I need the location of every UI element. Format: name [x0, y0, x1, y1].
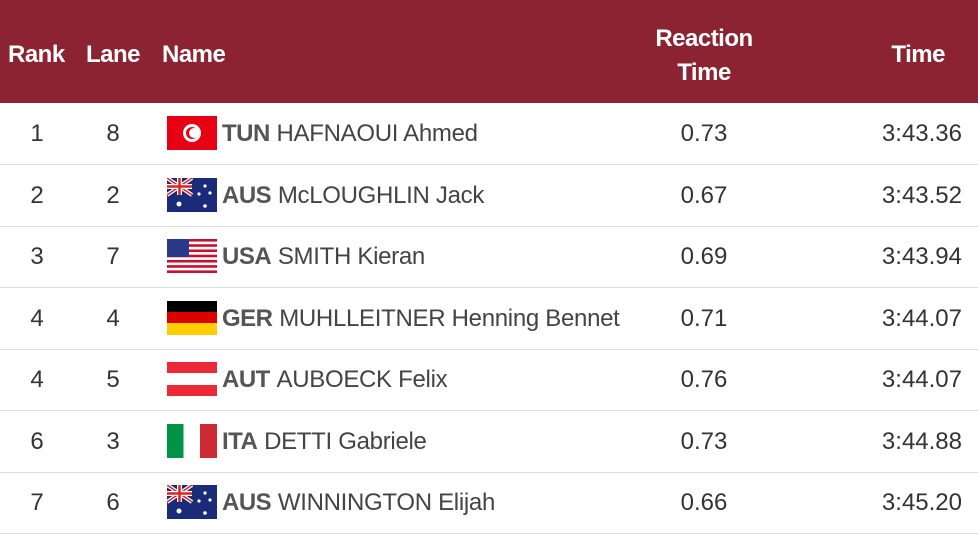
lane-cell: 2: [106, 181, 120, 209]
column-header: Name: [162, 41, 226, 68]
athlete-cell: GER MUHLLEITNER Henning Bennet: [222, 288, 620, 349]
athlete-name: DETTI Gabriele: [264, 427, 427, 455]
table-row: 2 2 AUS McLOUGHLIN Jack 0.67 3:43.52: [0, 165, 978, 227]
lane-cell: 3: [106, 427, 120, 455]
table-row: 4 5 AUT AUBOECK Felix 0.76 3:44.07: [0, 349, 978, 411]
rank-cell: 6: [30, 427, 44, 455]
flag-icon: [167, 239, 217, 273]
lane-cell: 6: [106, 489, 120, 516]
flag-icon: [167, 300, 217, 335]
rank-cell: 4: [30, 304, 44, 332]
flag-icon: [167, 116, 217, 150]
table-row: 4 4 GER MUHLLEITNER Henning Bennet 0.71 3:44…: [0, 288, 978, 350]
reaction-cell: 0.69: [680, 243, 728, 270]
time-cell: 3:44.07: [881, 304, 962, 332]
table-row: 1 8 TUN HAFNAOUI Ahmed 0.73 3:43.36: [0, 103, 978, 165]
country-code: AUS: [222, 181, 272, 209]
athlete-name: AUBOECK Felix: [276, 366, 448, 393]
athlete-name: MUHLLEITNER Henning Bennet: [279, 304, 620, 332]
country-code: AUT: [222, 366, 270, 393]
column-header: Time: [891, 41, 945, 68]
athlete-name: SMITH Kieran: [277, 243, 425, 270]
rank-cell: 1: [30, 120, 44, 147]
time-cell: 3:43.52: [881, 181, 962, 209]
reaction-cell: 0.73: [680, 427, 728, 455]
athlete-cell: AUT AUBOECK Felix: [222, 349, 448, 410]
time-cell: 3:43.36: [881, 120, 962, 147]
athlete-name: HAFNAOUI Ahmed: [276, 120, 479, 147]
reaction-cell: 0.73: [680, 120, 728, 147]
athlete-cell: USA SMITH Kieran: [222, 226, 425, 287]
athlete-cell: ITA DETTI Gabriele: [222, 411, 427, 472]
flag-icon: [167, 362, 217, 396]
table-row: 7 6 AUS WINNINGTON Elijah 0.66 3:45.20: [0, 472, 978, 534]
column-header: Lane: [86, 41, 141, 68]
time-cell: 3:45.20: [881, 489, 962, 516]
time-cell: 3:44.88: [881, 427, 962, 455]
reaction-cell: 0.66: [680, 489, 728, 516]
column-header: Reaction Time: [655, 25, 753, 86]
lane-cell: 4: [106, 304, 120, 332]
country-code: ITA: [222, 427, 258, 455]
table-row: 3 7 USA SMITH Kieran 0.69 3:43.94: [0, 226, 978, 288]
country-code: GER: [222, 304, 273, 332]
reaction-cell: 0.76: [680, 366, 728, 393]
rank-cell: 4: [30, 366, 44, 393]
rank-cell: 7: [30, 489, 44, 516]
athlete-cell: AUS McLOUGHLIN Jack: [222, 165, 484, 226]
country-code: AUS: [222, 489, 272, 516]
athlete-name: WINNINGTON Elijah: [277, 489, 495, 516]
lane-cell: 8: [106, 120, 120, 147]
athlete-name: McLOUGHLIN Jack: [277, 181, 485, 209]
athlete-cell: AUS WINNINGTON Elijah: [222, 472, 495, 533]
country-code: TUN: [222, 120, 270, 147]
reaction-cell: 0.67: [680, 181, 728, 209]
table-header: Rank Lane Name Reaction Time Time: [0, 0, 978, 103]
column-header: Rank: [8, 41, 65, 68]
lane-cell: 7: [106, 243, 120, 270]
flag-icon: [167, 423, 217, 458]
flag-icon: [167, 485, 217, 519]
flag-icon: [167, 177, 217, 212]
time-cell: 3:43.94: [881, 243, 962, 270]
athlete-cell: TUN HAFNAOUI Ahmed: [222, 103, 478, 164]
rank-cell: 3: [30, 243, 44, 270]
table-row: 6 3 ITA DETTI Gabriele 0.73 3:44.88: [0, 411, 978, 473]
time-cell: 3:44.07: [881, 366, 962, 393]
lane-cell: 5: [106, 366, 120, 393]
reaction-cell: 0.71: [680, 304, 728, 332]
rank-cell: 2: [30, 181, 44, 209]
country-code: USA: [222, 243, 272, 270]
